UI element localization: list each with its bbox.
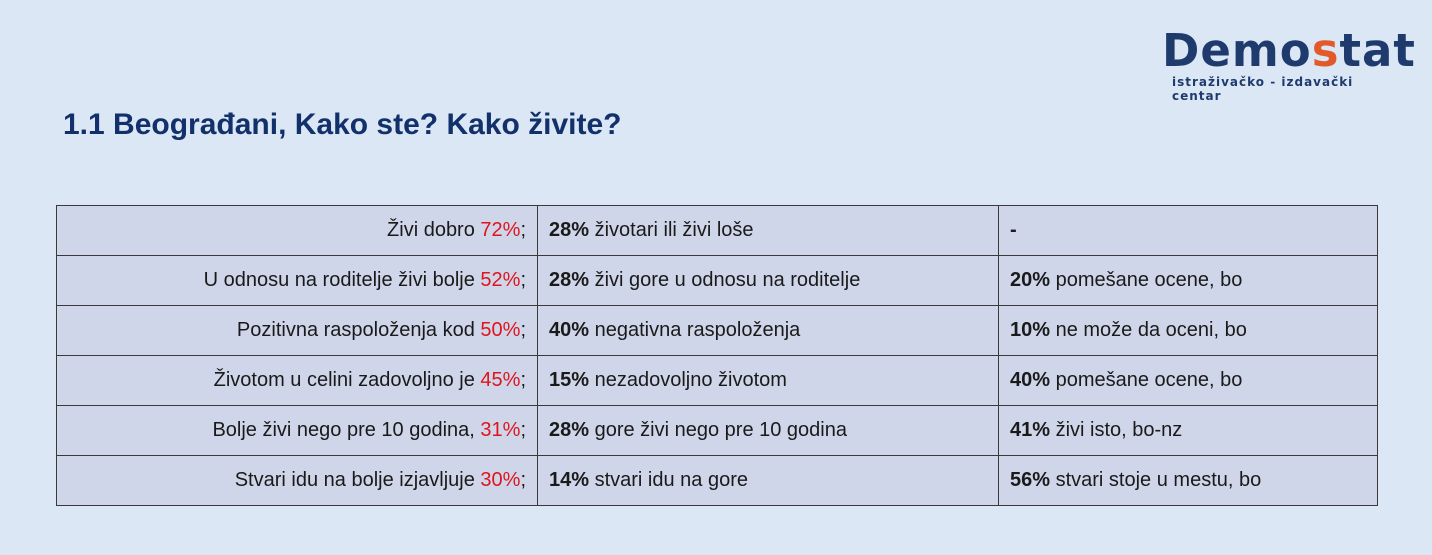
table-row: U odnosu na roditelje živi bolje 52%; 28%…	[56, 255, 1378, 306]
cell-text: stvari idu na gore	[589, 469, 749, 491]
cell-percent: 20%	[1010, 269, 1051, 291]
cell-percent: 14%	[549, 469, 590, 491]
page-title: 1.1 Beograđani, Kako ste? Kako živite?	[63, 108, 622, 141]
logo-word-end: tat	[1339, 24, 1416, 77]
demostat-logo: Demostat istraživačko - izdavački centar	[1162, 28, 1415, 103]
table-row: Stvari idu na bolje izjavljuje 30%; 14% s…	[56, 455, 1378, 506]
cell-negative: 40% negativna raspoloženja	[537, 305, 999, 356]
cell-punct: ;	[520, 219, 526, 241]
cell-percent: 10%	[1010, 319, 1051, 341]
cell-text: Stvari idu na bolje izjavljuje	[234, 469, 481, 491]
cell-positive: Bolje živi nego pre 10 godina, 31%;	[56, 405, 538, 456]
cell-text: Životom u celini zadovoljno je	[213, 369, 481, 391]
cell-other: 56% stvari stoje u mestu, bo	[998, 455, 1378, 506]
cell-negative: 28% životari ili živi loše	[537, 205, 999, 256]
cell-text: Pozitivna raspoloženja kod	[236, 319, 481, 341]
cell-text: gore živi nego pre 10 godina	[589, 419, 847, 441]
cell-other: 10% ne može da oceni, bo	[998, 305, 1378, 356]
cell-percent: 15%	[549, 369, 590, 391]
cell-percent: 28%	[549, 419, 590, 441]
cell-positive: Živi dobro 72%;	[56, 205, 538, 256]
cell-positive: Životom u celini zadovoljno je 45%;	[56, 355, 538, 406]
cell-negative: 15% nezadovoljno životom	[537, 355, 999, 406]
cell-percent: 41%	[1010, 419, 1051, 441]
cell-text: Bolje živi nego pre 10 godina,	[212, 419, 481, 441]
cell-text: U odnosu na roditelje živi bolje	[203, 269, 481, 291]
cell-positive: U odnosu na roditelje živi bolje 52%;	[56, 255, 538, 306]
table-body: Živi dobro 72%; 28% životari ili živi loš…	[56, 205, 1378, 506]
cell-percent: 45%	[480, 369, 521, 391]
logo-wordmark: Demostat	[1162, 28, 1415, 73]
cell-text: Živi dobro	[387, 219, 481, 241]
survey-results-table: Živi dobro 72%; 28% životari ili živi loš…	[56, 205, 1378, 506]
cell-text: životari ili živi loše	[589, 219, 754, 241]
cell-negative: 28% živi gore u odnosu na roditelje	[537, 255, 999, 306]
cell-positive: Pozitivna raspoloženja kod 50%;	[56, 305, 538, 356]
cell-percent: -	[1010, 219, 1017, 241]
table-row: Bolje živi nego pre 10 godina, 31%; 28% g…	[56, 405, 1378, 456]
cell-percent: 28%	[549, 219, 590, 241]
cell-percent: 72%	[480, 219, 521, 241]
cell-positive: Stvari idu na bolje izjavljuje 30%;	[56, 455, 538, 506]
table-row: Životom u celini zadovoljno je 45%; 15% n…	[56, 355, 1378, 406]
cell-other: -	[998, 205, 1378, 256]
cell-punct: ;	[520, 319, 526, 341]
cell-percent: 40%	[1010, 369, 1051, 391]
cell-text: pomešane ocene, bo	[1050, 269, 1243, 291]
cell-percent: 52%	[480, 269, 521, 291]
cell-percent: 56%	[1010, 469, 1051, 491]
cell-percent: 30%	[480, 469, 521, 491]
cell-text: pomešane ocene, bo	[1050, 369, 1243, 391]
cell-punct: ;	[520, 469, 526, 491]
cell-punct: ;	[520, 419, 526, 441]
cell-other: 40% pomešane ocene, bo	[998, 355, 1378, 406]
cell-punct: ;	[520, 269, 526, 291]
cell-percent: 50%	[480, 319, 521, 341]
cell-text: negativna raspoloženja	[589, 319, 801, 341]
logo-subtitle: istraživačko - izdavački centar	[1172, 75, 1354, 103]
cell-text: nezadovoljno životom	[589, 369, 787, 391]
table-row: Živi dobro 72%; 28% životari ili živi loš…	[56, 205, 1378, 256]
logo-word-accent: s	[1311, 24, 1340, 77]
cell-other: 41% živi isto, bo-nz	[998, 405, 1378, 456]
cell-text: stvari stoje u mestu, bo	[1050, 469, 1262, 491]
cell-text: živi gore u odnosu na roditelje	[589, 269, 861, 291]
cell-percent: 40%	[549, 319, 590, 341]
table-row: Pozitivna raspoloženja kod 50%; 40% negat…	[56, 305, 1378, 356]
cell-percent: 28%	[549, 269, 590, 291]
cell-negative: 14% stvari idu na gore	[537, 455, 999, 506]
cell-punct: ;	[520, 369, 526, 391]
logo-word-main: Demo	[1162, 24, 1312, 77]
cell-text: ne može da oceni, bo	[1050, 319, 1247, 341]
cell-negative: 28% gore živi nego pre 10 godina	[537, 405, 999, 456]
cell-other: 20% pomešane ocene, bo	[998, 255, 1378, 306]
cell-text: živi isto, bo-nz	[1050, 419, 1183, 441]
cell-percent: 31%	[480, 419, 521, 441]
